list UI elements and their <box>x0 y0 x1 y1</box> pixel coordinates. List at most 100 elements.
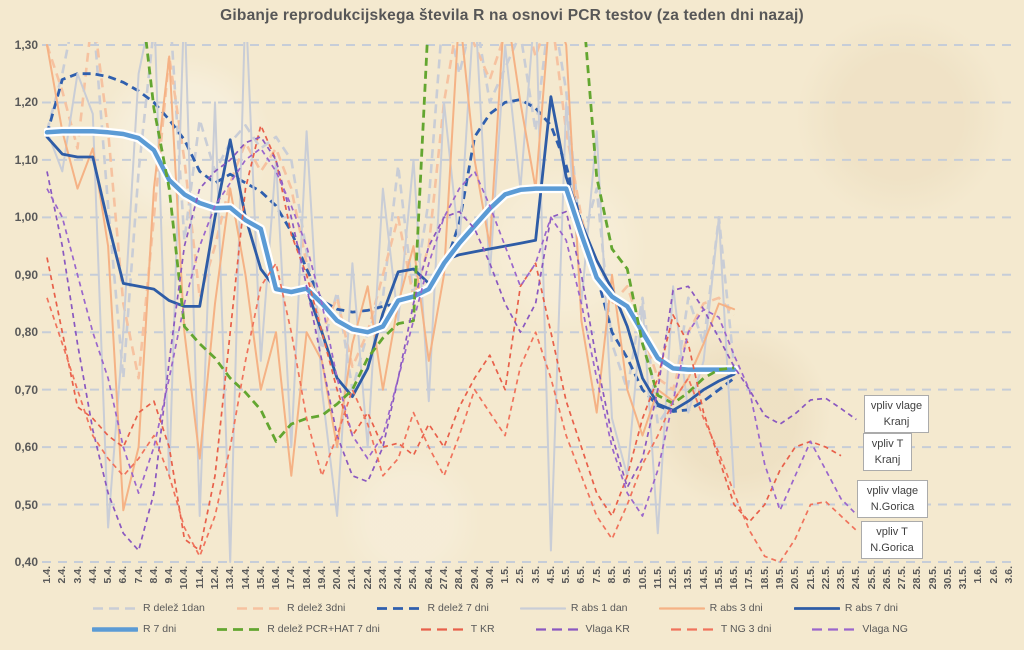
x-axis-label: 20.5. <box>789 566 802 590</box>
x-axis-label: 21.4. <box>346 566 359 590</box>
annotation-text: N.Gorica <box>870 501 915 513</box>
x-axis-label: 10.5. <box>636 566 649 590</box>
x-axis-label: 22.4. <box>361 566 374 590</box>
x-axis-label: 7.5. <box>590 566 603 584</box>
legend-swatch-t-kr <box>420 627 465 631</box>
legend-label: Vlaga NG <box>862 623 908 635</box>
legend-swatch-vlaga-kr <box>535 627 580 631</box>
x-axis-label: 10.4. <box>178 566 191 590</box>
x-axis-label: 3.6. <box>1003 566 1015 584</box>
x-axis-label: 25.4. <box>407 566 420 590</box>
x-axis-label: 30.4. <box>483 566 496 590</box>
series-line-r-dele-1dan[interactable] <box>45 0 736 426</box>
x-axis-label: 5.4. <box>102 566 115 584</box>
legend-item-r-abs-7-dni[interactable]: R abs 7 dni <box>793 602 898 614</box>
annotation-text: Kranj <box>883 416 910 428</box>
y-axis-label: 0,60 <box>14 440 38 455</box>
legend-item-t-ng-3-dni[interactable]: T NG 3 dni <box>670 623 772 635</box>
x-axis-label: 14.4. <box>239 566 252 590</box>
x-axis-label: 4.5. <box>544 566 557 584</box>
legend-item-t-kr[interactable]: T KR <box>420 623 495 635</box>
x-axis-label: 1.6. <box>972 566 985 584</box>
x-axis-label: 22.5. <box>819 566 832 590</box>
y-axis-label: 1,20 <box>14 95 38 110</box>
legend-item-r-abs-1-dan[interactable]: R abs 1 dan <box>519 602 628 614</box>
series-line-r-7-dni[interactable] <box>44 128 737 372</box>
legend-label: Vlaga KR <box>585 623 630 635</box>
x-axis-label: 29.5. <box>926 566 939 590</box>
y-axis-label: 0,70 <box>14 382 38 397</box>
legend-item-vlaga-ng[interactable]: Vlaga NG <box>811 623 908 635</box>
x-axis-label: 3.4. <box>71 566 84 584</box>
x-axis-label: 26.4. <box>422 566 435 590</box>
x-axis-label: 16.5. <box>728 566 741 590</box>
legend: R delež 1dan R delež 3dni R delež 7 dni R a… <box>0 602 1024 635</box>
y-axis-label: 1,30 <box>14 38 38 52</box>
legend-swatch-r-dele-3dni <box>237 606 281 610</box>
series-line-r-abs-7-dni[interactable] <box>45 95 736 412</box>
annotation-box-vpliv-vlage-kranj[interactable]: vpliv vlage Kranj <box>864 395 929 433</box>
x-axis-label: 9.4. <box>163 566 176 584</box>
series-line-vlaga-ng[interactable] <box>46 147 857 517</box>
legend-item-r-abs-3-dni[interactable]: R abs 3 dni <box>658 602 763 614</box>
x-axis-label: 16.4. <box>270 566 283 590</box>
x-axis-label: 18.5. <box>758 566 771 590</box>
annotation-box-vpliv-vlage-ngorica[interactable]: vpliv vlage N.Gorica <box>857 480 928 518</box>
x-axis-label: 23.4. <box>376 566 389 590</box>
legend-label: R delež PCR+HAT 7 dni <box>267 623 380 635</box>
x-axis-label: 6.5. <box>575 566 588 584</box>
annotation-text: vpliv vlage <box>866 485 919 497</box>
annotation-box-vpliv-t-kranj[interactable]: vpliv T Kranj <box>863 433 912 471</box>
x-axis-label: 8.5. <box>605 566 618 584</box>
legend-label: R abs 3 dni <box>709 602 763 614</box>
legend-label: T NG 3 dni <box>720 623 772 635</box>
legend-item-r-dele-pcr-hat-7-dni[interactable]: R delež PCR+HAT 7 dni <box>216 623 380 635</box>
x-axis-label: 27.4. <box>438 566 451 590</box>
y-axis-label: 1,10 <box>14 152 38 167</box>
legend-label: R abs 1 dan <box>570 602 628 614</box>
legend-label: R delež 3dni <box>287 602 346 614</box>
x-axis-label: 8.4. <box>147 566 160 584</box>
legend-label: R delež 1dan <box>143 602 205 614</box>
legend-item-vlaga-kr[interactable]: Vlaga KR <box>535 623 630 635</box>
x-axis-label: 9.5. <box>621 566 634 584</box>
legend-label: R abs 7 dni <box>844 602 898 614</box>
x-axis-label: 12.5. <box>667 566 680 590</box>
annotation-text: Kranj <box>874 454 901 466</box>
x-axis-label: 2.6. <box>987 566 1000 584</box>
x-axis-label: 13.5. <box>682 566 695 590</box>
legend-label: R delež 7 dni <box>427 602 489 614</box>
chart-title: Gibanje reprodukcijskega števila R na os… <box>220 7 804 24</box>
legend-label: R 7 dni <box>143 623 177 635</box>
x-axis-label: 23.5. <box>835 566 848 590</box>
legend-item-r-dele-7-dni[interactable]: R delež 7 dni <box>376 602 489 614</box>
x-axis-label: 1.5. <box>499 566 512 584</box>
series-line-r-dele-pcr-hat-7-dni[interactable] <box>139 0 735 443</box>
x-axis-label: 4.4. <box>86 566 99 584</box>
annotation-text: vpliv T <box>871 438 904 450</box>
x-axis-label: 30.5. <box>941 566 954 590</box>
x-axis-label: 19.5. <box>773 566 786 590</box>
legend-item-r-7-dni[interactable]: R 7 dni <box>92 623 176 635</box>
annotation-box-vpliv-t-ngorica[interactable]: vpliv T N.Gorica <box>861 521 923 559</box>
x-axis-label: 7.4. <box>132 566 145 584</box>
annotation-text: vpliv vlage <box>870 400 923 412</box>
legend-row-1: R delež 1dan R delež 3dni R delež 7 dni R a… <box>0 602 1024 614</box>
legend-swatch-r-dele-pcr-hat-7-dni <box>217 627 262 631</box>
legend-swatch-r-abs-1-dan <box>519 606 566 610</box>
series-line-t-kr[interactable] <box>46 124 842 552</box>
legend-swatch-r-dele-1dan <box>93 606 137 610</box>
y-axis-label: 0,90 <box>14 267 38 282</box>
x-axis-label: 29.4. <box>468 566 481 590</box>
series-line-r-abs-3-dni[interactable] <box>46 0 736 512</box>
legend-item-r-dele-3dni[interactable]: R delež 3dni <box>236 602 345 614</box>
series-line-r-abs-1-dan[interactable] <box>46 0 736 563</box>
x-axis-label: 27.5. <box>896 566 909 590</box>
x-axis-label: 15.4. <box>254 566 267 590</box>
series-line-t-ng-3-dni[interactable] <box>46 262 857 563</box>
series-line-vlaga-kr[interactable] <box>46 136 857 552</box>
legend-swatch-vlaga-ng <box>812 627 857 631</box>
legend-item-r-dele-1dan[interactable]: R delež 1dan <box>92 602 205 614</box>
